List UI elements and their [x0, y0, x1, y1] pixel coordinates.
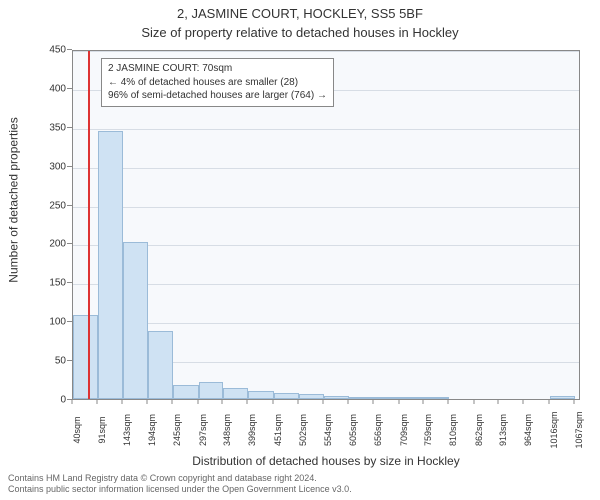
x-tick-label: 297sqm: [198, 414, 208, 446]
x-tick-label: 759sqm: [423, 414, 433, 446]
x-tick-mark: [548, 399, 549, 404]
annotation-box: 2 JASMINE COURT: 70sqm← 4% of detached h…: [101, 58, 334, 107]
x-tick-label: 143sqm: [122, 414, 132, 446]
x-tick-mark: [96, 399, 97, 404]
annotation-line: 2 JASMINE COURT: 70sqm: [108, 62, 327, 76]
x-tick-label: 709sqm: [399, 414, 409, 446]
x-tick-label: 91sqm: [97, 416, 107, 443]
gridline: [73, 245, 579, 246]
histogram-bar: [374, 397, 400, 399]
x-tick-mark: [147, 399, 148, 404]
y-tick-label: 300: [6, 161, 66, 172]
y-tick-label: 50: [6, 356, 66, 367]
y-tick-label: 350: [6, 122, 66, 133]
x-tick-label: 913sqm: [498, 414, 508, 446]
gridline: [73, 207, 579, 208]
x-tick-label: 502sqm: [298, 414, 308, 446]
histogram-bar: [73, 315, 98, 399]
x-tick-label: 862sqm: [474, 414, 484, 446]
histogram-bar: [550, 396, 575, 399]
histogram-bar: [98, 131, 123, 399]
page-subtitle: Size of property relative to detached ho…: [0, 21, 600, 40]
y-axis-ticks: 050100150200250300350400450: [0, 50, 72, 400]
gridline: [73, 51, 579, 52]
y-tick-label: 200: [6, 239, 66, 250]
x-tick-mark: [423, 399, 424, 404]
gridline: [73, 129, 579, 130]
x-tick-mark: [72, 399, 73, 404]
histogram-bar: [123, 242, 148, 399]
x-tick-label: 605sqm: [348, 414, 358, 446]
x-tick-label: 810sqm: [448, 414, 458, 446]
histogram-bar: [148, 331, 173, 399]
y-tick-label: 450: [6, 45, 66, 56]
x-tick-mark: [122, 399, 123, 404]
histogram-bar: [248, 391, 273, 399]
credits-text: Contains HM Land Registry data © Crown c…: [8, 473, 592, 496]
x-axis-label: Distribution of detached houses by size …: [72, 454, 580, 468]
x-tick-mark: [448, 399, 449, 404]
annotation-line: ← 4% of detached houses are smaller (28): [108, 76, 327, 90]
histogram-bar: [299, 394, 324, 399]
histogram-bar: [400, 397, 424, 399]
x-tick-label: 1067sqm: [574, 411, 584, 448]
x-tick-label: 245sqm: [172, 414, 182, 446]
x-tick-label: 40sqm: [72, 416, 82, 443]
histogram-bar: [349, 397, 374, 399]
x-axis-ticks: 40sqm 91sqm 143sqm 194sqm 245sqm 297sqm 348sqm…: [72, 400, 580, 445]
x-tick-label: 964sqm: [523, 414, 533, 446]
x-tick-label: 451sqm: [273, 414, 283, 446]
histogram-bar: [324, 396, 349, 399]
x-tick-mark: [247, 399, 248, 404]
x-tick-mark: [297, 399, 298, 404]
x-tick-label: 348sqm: [222, 414, 232, 446]
histogram-bar: [223, 388, 248, 399]
histogram-bar: [424, 397, 449, 399]
x-tick-mark: [222, 399, 223, 404]
x-tick-label: 194sqm: [147, 414, 157, 446]
annotation-line: 96% of semi-detached houses are larger (…: [108, 89, 327, 103]
x-tick-mark: [172, 399, 173, 404]
property-marker-line: [88, 51, 90, 399]
x-tick-label: 399sqm: [247, 414, 257, 446]
x-tick-mark: [323, 399, 324, 404]
x-tick-mark: [272, 399, 273, 404]
x-tick-mark: [398, 399, 399, 404]
gridline: [73, 284, 579, 285]
y-tick-label: 250: [6, 200, 66, 211]
x-tick-mark: [498, 399, 499, 404]
x-tick-mark: [573, 399, 574, 404]
histogram-bar: [199, 382, 224, 399]
x-tick-mark: [523, 399, 524, 404]
x-tick-mark: [473, 399, 474, 404]
y-tick-label: 0: [6, 395, 66, 406]
x-tick-mark: [347, 399, 348, 404]
y-tick-label: 400: [6, 83, 66, 94]
page-title: 2, JASMINE COURT, HOCKLEY, SS5 5BF: [0, 0, 600, 21]
histogram-bar: [173, 385, 198, 399]
histogram-bar: [274, 393, 299, 399]
gridline: [73, 323, 579, 324]
histogram-chart: 2 JASMINE COURT: 70sqm← 4% of detached h…: [72, 50, 580, 400]
x-tick-mark: [197, 399, 198, 404]
gridline: [73, 168, 579, 169]
x-tick-label: 656sqm: [373, 414, 383, 446]
y-tick-label: 150: [6, 278, 66, 289]
x-tick-mark: [372, 399, 373, 404]
x-tick-label: 1016sqm: [549, 411, 559, 448]
y-tick-label: 100: [6, 317, 66, 328]
x-tick-label: 554sqm: [323, 414, 333, 446]
